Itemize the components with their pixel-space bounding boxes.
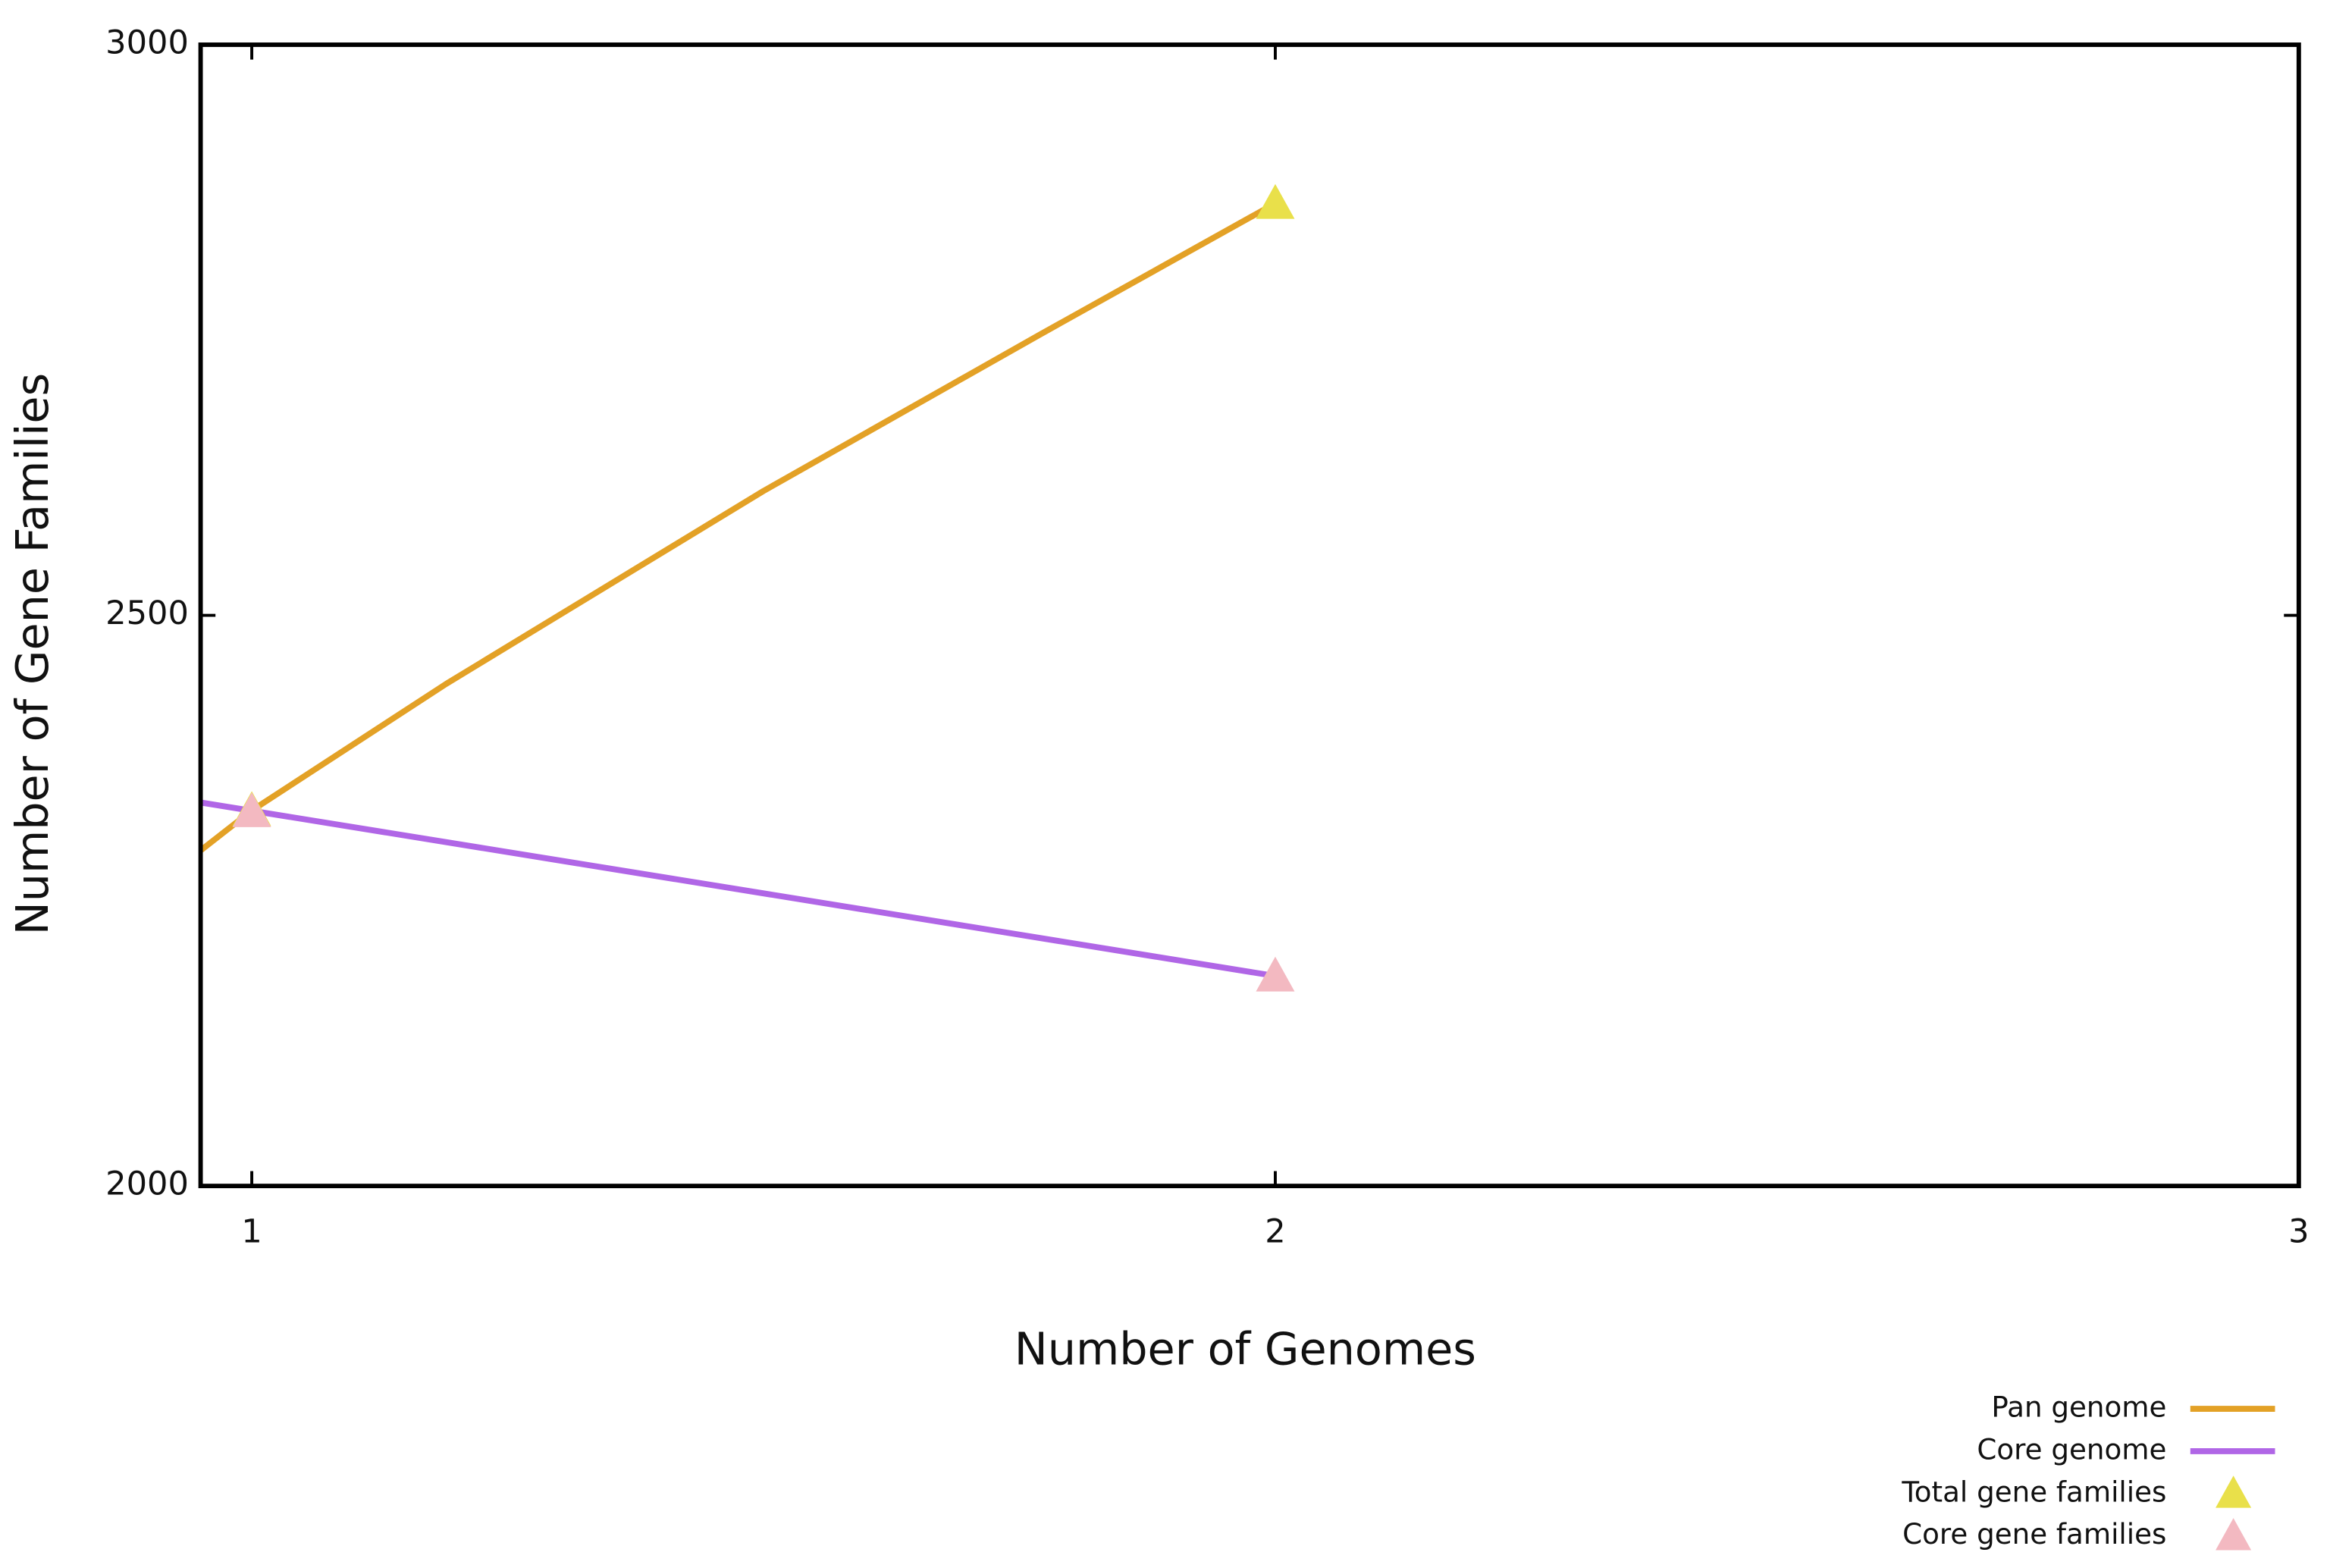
legend-swatch <box>2216 1518 2252 1551</box>
x-tick-label: 3 <box>2288 1212 2309 1250</box>
y-tick-label: 3000 <box>105 24 189 61</box>
series-line <box>200 200 1277 853</box>
plot-frame <box>198 42 2301 1189</box>
y-axis-label: Number of Gene Families <box>6 373 58 935</box>
x-tick-label: 1 <box>241 1212 262 1250</box>
series-line <box>200 799 1276 980</box>
marker <box>1256 183 1295 219</box>
y-tick-label: 2000 <box>105 1165 189 1203</box>
x-axis-label: Number of Genomes <box>1014 1323 1476 1375</box>
x-tick-label: 2 <box>1265 1212 1285 1250</box>
marker <box>1256 956 1295 992</box>
legend-label: Core genome <box>1977 1432 2166 1466</box>
y-tick-label: 2500 <box>105 594 189 632</box>
legend-swatch <box>2216 1475 2252 1508</box>
legend-label: Core gene families <box>1902 1517 2166 1551</box>
legend-label: Total gene families <box>1901 1475 2166 1508</box>
legend-label: Pan genome <box>1991 1391 2166 1424</box>
marker <box>232 792 271 827</box>
